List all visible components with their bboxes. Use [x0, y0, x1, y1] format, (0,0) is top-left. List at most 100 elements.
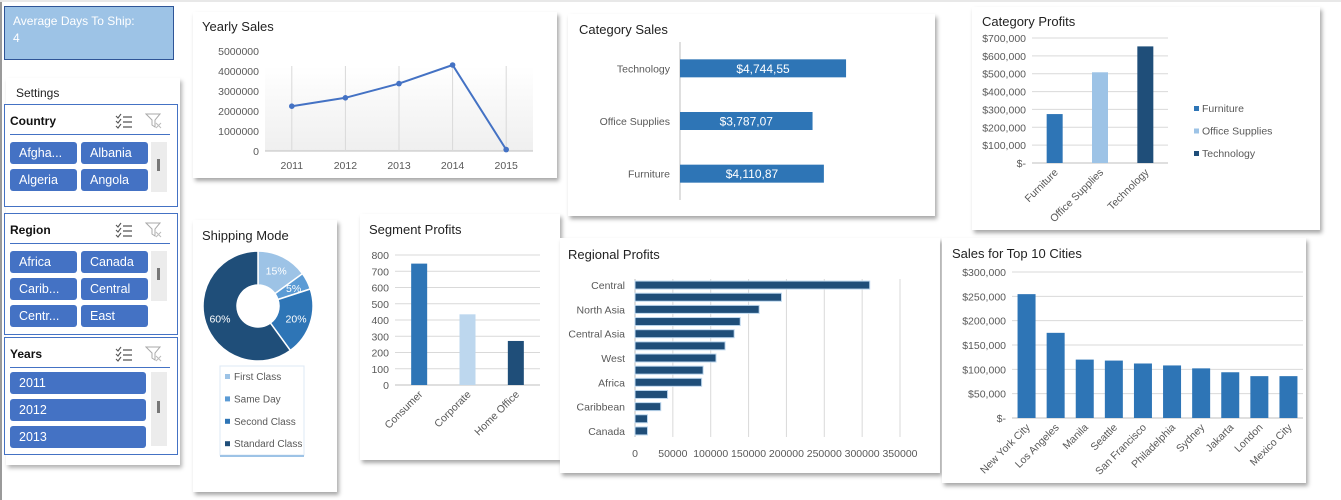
slicer-item[interactable]: East	[81, 305, 148, 327]
chart-title: Shipping Mode	[202, 228, 289, 243]
data-label: 5%	[286, 283, 301, 295]
multi-select-icon[interactable]	[115, 113, 133, 129]
y-tick-label: 200	[371, 348, 389, 360]
scrollbar-thumb[interactable]	[157, 268, 160, 280]
legend-label: Technology	[1202, 148, 1256, 160]
donut-slice	[202, 250, 292, 362]
bar	[1046, 114, 1063, 163]
bar	[459, 314, 476, 385]
y-tick-label: $150,000	[962, 340, 1006, 352]
y-tick-label: $500,000	[982, 69, 1026, 81]
clear-filter-icon[interactable]	[145, 222, 163, 238]
slicer-divider	[10, 134, 170, 135]
y-tick-label: $-	[1017, 158, 1027, 170]
x-tick-label: Sydney	[1174, 421, 1208, 455]
legend-swatch	[1194, 128, 1199, 134]
x-tick-label: 0	[632, 448, 638, 460]
segment-profits-chart[interactable]: Segment Profits 0 100 200 300 400 500 600 700 80…	[360, 214, 560, 460]
category-profits-chart[interactable]: Category Profits $- $100,000 $200,000 $300,…	[972, 7, 1320, 230]
y-tick-label: Furniture	[628, 169, 670, 181]
slicer-item[interactable]: 2012	[10, 399, 146, 421]
chart-title: Segment Profits	[369, 222, 462, 237]
regional-profits-chart[interactable]: Regional Profits 0 50000 100000 150000 20000…	[560, 238, 940, 473]
y-tick-label: Office Supplies	[600, 116, 670, 128]
slicer-item[interactable]: Carib...	[10, 278, 77, 300]
shipping-mode-chart[interactable]: Shipping Mode 15% 5% 20% 60% First Class Same…	[193, 220, 337, 492]
bar	[1192, 368, 1211, 418]
legend-label: Office Supplies	[1202, 126, 1272, 138]
x-tick-label: 350000	[882, 448, 917, 460]
bar	[634, 280, 871, 290]
y-tick-label: 400	[371, 315, 389, 327]
slicer-item[interactable]: Africa	[10, 251, 77, 273]
x-tick-label: Home Office	[472, 389, 522, 439]
slicer-item[interactable]: Algeria	[10, 169, 77, 191]
bar	[1137, 46, 1154, 164]
legend-box	[219, 365, 305, 456]
yearly-sales-chart[interactable]: Yearly Sales 0 1000000 2000000 3000000 40000…	[193, 12, 557, 178]
x-tick-label: Corporate	[432, 389, 474, 431]
slicer-item[interactable]: 2011	[10, 372, 146, 394]
y-tick-label: 0	[253, 146, 259, 158]
slicer-divider	[10, 243, 170, 244]
slicer-title: Region	[10, 223, 51, 237]
bar	[634, 426, 648, 436]
y-tick-label: $400,000	[982, 87, 1026, 99]
slicer-item[interactable]: Albania	[81, 142, 148, 164]
x-tick-label: 2012	[334, 160, 358, 172]
y-tick-label: West	[601, 353, 625, 365]
y-tick-label: $200,000	[962, 316, 1006, 328]
y-tick-label: 800	[371, 250, 389, 262]
x-tick-label: 150000	[731, 448, 766, 460]
category-sales-chart[interactable]: Category Sales Technology $4,744,55 Office…	[568, 14, 935, 216]
data-label: 60%	[209, 313, 230, 325]
slicer-region: Region Africa Canada Carib... Central Centr.…	[4, 213, 178, 335]
regional-profits-plot: 0 50000 100000 150000 200000 250000 300000 3500…	[568, 279, 918, 460]
sheet-top-edge	[0, 0, 1341, 2]
clear-filter-icon[interactable]	[145, 113, 163, 129]
slicer-scrollbar[interactable]	[151, 142, 167, 192]
y-tick-label: 100	[371, 364, 389, 376]
slicer-scrollbar[interactable]	[151, 372, 167, 446]
slicer-title: Country	[10, 114, 56, 128]
legend-swatch	[1194, 106, 1199, 111]
slicer-item[interactable]: Afgha...	[10, 142, 77, 164]
x-tick-label: 200000	[769, 448, 804, 460]
y-tick-label: $300,000	[982, 104, 1026, 116]
slicer-item[interactable]: Central	[81, 278, 148, 300]
bar	[634, 317, 741, 327]
scrollbar-thumb[interactable]	[157, 159, 160, 171]
bar	[680, 59, 847, 78]
chart-title: Sales for Top 10 Cities	[952, 246, 1082, 261]
data-label: 15%	[266, 265, 287, 277]
bar	[1133, 363, 1152, 418]
chart-title: Regional Profits	[568, 247, 660, 262]
slicer-years: Years 2011 2012 2013	[4, 337, 178, 455]
y-tick-label: Caribbean	[577, 402, 626, 414]
y-tick-label: Technology	[617, 63, 671, 75]
legend-label: Second Class	[234, 417, 296, 428]
multi-select-icon[interactable]	[115, 346, 133, 362]
top-cities-chart[interactable]: Sales for Top 10 Cities $- $50,000 $100,00…	[942, 238, 1306, 483]
legend-label: First Class	[234, 372, 281, 383]
bar	[634, 402, 662, 412]
segment-profits-plot: 0 100 200 300 400 500 600 700 800 Consumer Corpora…	[371, 250, 540, 439]
bar	[634, 304, 760, 314]
scrollbar-thumb[interactable]	[157, 401, 160, 413]
bar	[1092, 72, 1108, 163]
bar	[1017, 294, 1036, 418]
slicer-item[interactable]: Angola	[81, 169, 148, 191]
clear-filter-icon[interactable]	[145, 346, 163, 362]
slicer-scrollbar[interactable]	[151, 251, 167, 301]
bar	[634, 353, 717, 363]
slicer-item[interactable]: Canada	[81, 251, 148, 273]
legend-swatch	[1194, 151, 1199, 156]
slicer-item[interactable]: 2013	[10, 426, 146, 448]
y-tick-label: 500	[371, 299, 389, 311]
x-tick-label: Jakarta	[1204, 422, 1237, 455]
multi-select-icon[interactable]	[115, 222, 133, 238]
y-tick-label: 0	[383, 380, 389, 392]
slicer-item[interactable]: Centr...	[10, 305, 77, 327]
x-tick-label: 2013	[387, 160, 411, 172]
y-tick-label: $100,000	[962, 364, 1006, 376]
